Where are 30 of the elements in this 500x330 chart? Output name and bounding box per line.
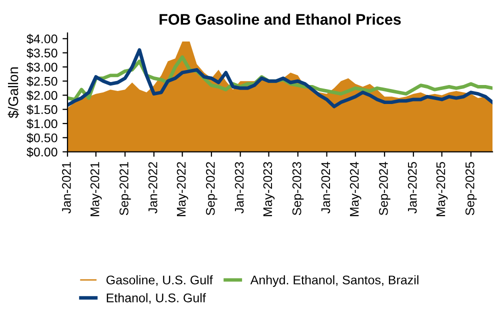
- y-tick-label: $3.00: [26, 62, 58, 72]
- x-tick-label: May-2024: [350, 162, 362, 216]
- y-tick-label: $3.50: [26, 48, 58, 58]
- y-tick-label: $1.50: [26, 104, 58, 115]
- legend-label: Gasoline, U.S. Gulf: [106, 275, 213, 286]
- x-tick-label: Sep-2021: [120, 162, 131, 216]
- x-tick-label: Sep-2023: [292, 162, 304, 216]
- x-tick-label: May-2023: [263, 162, 275, 216]
- x-tick-label: May-2025: [436, 162, 448, 216]
- chart-title: FOB Gasoline and Ethanol Prices: [160, 14, 401, 25]
- y-tick-label: $4.00: [26, 34, 58, 44]
- x-tick-label: Sep-2022: [206, 162, 218, 216]
- x-tick-label: Sep-2024: [379, 162, 390, 216]
- x-tick-label: Jan-2024: [321, 162, 330, 214]
- x-tick-label: Jan-2022: [148, 162, 158, 214]
- legend-label: Anhyd. Ethanol, Santos, Brazil: [250, 275, 418, 287]
- y-tick-label: $2.50: [26, 76, 58, 86]
- x-tick-label: May-2021: [90, 162, 102, 216]
- x-tick-label: Jan-2021: [62, 162, 71, 214]
- y-tick-label: $0.00: [26, 147, 58, 158]
- y-tick-label: $2.00: [26, 90, 58, 101]
- line-series: [68, 48, 492, 108]
- x-tick-label: Sep-2025: [465, 162, 477, 216]
- x-tick-label: Jan-2025: [408, 162, 417, 214]
- y-tick-label: $0.50: [26, 132, 58, 144]
- y-axis-title: $/Gallon: [8, 67, 20, 118]
- legend-label: Ethanol, U.S. Gulf: [106, 293, 206, 304]
- x-tick-label: May-2022: [176, 162, 188, 216]
- x-tick-label: Jan-2023: [234, 162, 244, 214]
- y-tick-label: $1.00: [26, 118, 58, 129]
